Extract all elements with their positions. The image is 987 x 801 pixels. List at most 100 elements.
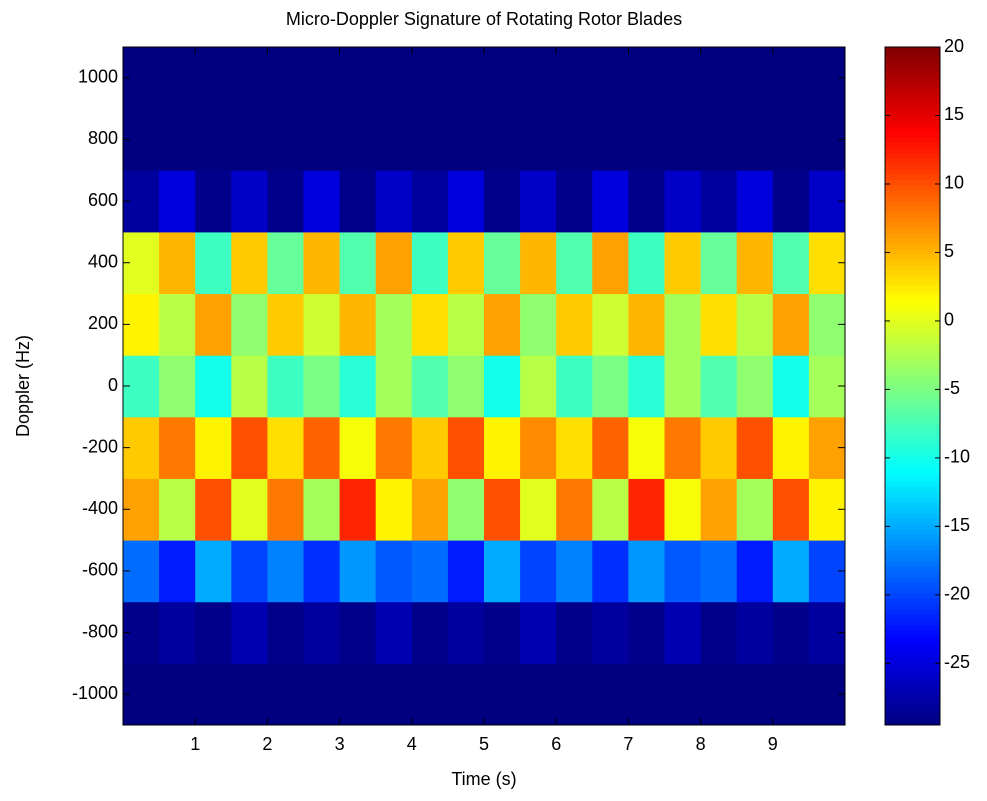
x-axis-label: Time (s) — [451, 769, 516, 789]
heatmap-cell — [447, 416, 485, 479]
heatmap-cell — [195, 478, 232, 541]
colorbar-swatch — [885, 290, 940, 297]
colorbar-swatch — [885, 237, 940, 244]
colorbar-swatch — [885, 502, 940, 509]
colorbar-swatch — [885, 608, 940, 615]
colorbar-swatch — [885, 62, 940, 69]
heatmap-cell — [556, 47, 593, 110]
colorbar-swatch — [885, 163, 940, 170]
heatmap-cell — [375, 663, 413, 726]
heatmap-cell — [592, 108, 629, 171]
colorbar-swatch — [885, 703, 940, 710]
heatmap-cell — [411, 540, 449, 603]
heatmap-cell — [664, 170, 702, 233]
heatmap-cell — [375, 416, 413, 479]
colorbar-swatch — [885, 110, 940, 117]
colorbar-swatch — [885, 242, 940, 249]
heatmap-cell — [159, 540, 196, 603]
heatmap-cell — [231, 478, 268, 541]
heatmap-cell — [592, 231, 629, 295]
heatmap-cell — [231, 416, 268, 479]
heatmap-cell — [195, 540, 232, 603]
heatmap-cell — [159, 108, 196, 171]
colorbar-swatch — [885, 152, 940, 159]
heatmap-cell — [664, 601, 702, 664]
heatmap-cell — [700, 355, 738, 418]
heatmap-cell — [267, 478, 304, 541]
heatmap-cell — [484, 108, 521, 171]
colorbar-swatch — [885, 380, 940, 387]
colorbar-swatch — [885, 375, 940, 382]
heatmap-cell — [267, 663, 304, 726]
heatmap-cell — [411, 47, 449, 110]
heatmap-cell — [375, 170, 413, 233]
colorbar-swatch — [885, 444, 940, 451]
heatmap-cell — [772, 108, 810, 171]
heatmap-cell — [736, 47, 774, 110]
heatmap-cell — [772, 47, 810, 110]
heatmap-cell — [447, 355, 485, 418]
y-tick-label: -200 — [82, 436, 118, 456]
colorbar-swatch — [885, 470, 940, 477]
heatmap-cell — [520, 293, 557, 356]
heatmap-cell — [772, 416, 810, 479]
colorbar-swatch — [885, 634, 940, 641]
colorbar-swatch — [885, 348, 940, 355]
colorbar-swatch — [885, 423, 940, 429]
heatmap-cell — [411, 601, 449, 664]
heatmap-cell — [267, 231, 304, 295]
heatmap-cell — [736, 231, 774, 295]
heatmap-cell — [772, 293, 810, 356]
heatmap-cell — [267, 416, 304, 479]
heatmap-cell — [556, 293, 593, 356]
heatmap-cell — [411, 355, 449, 418]
heatmap-cell — [664, 540, 702, 603]
y-tick-label: -800 — [82, 621, 118, 641]
colorbar-swatch — [885, 645, 940, 652]
heatmap-cell — [375, 601, 413, 664]
y-tick-label: 800 — [88, 128, 118, 148]
colorbar-tick-label: -10 — [944, 447, 970, 467]
colorbar-swatch — [885, 449, 940, 456]
heatmap-cell — [700, 540, 738, 603]
heatmap-cell — [736, 663, 774, 726]
heatmap-cell — [484, 170, 521, 233]
heatmap-cell — [592, 416, 629, 479]
colorbar-swatch — [885, 248, 940, 255]
colorbar-swatch — [885, 433, 940, 440]
heatmap-cell — [736, 478, 774, 541]
colorbar-swatch — [885, 491, 940, 498]
heatmap-cell — [411, 478, 449, 541]
colorbar-swatch — [885, 529, 940, 535]
heatmap-cell — [339, 663, 377, 726]
colorbar-swatch — [885, 354, 940, 361]
colorbar-swatch — [885, 78, 940, 85]
heatmap-cell — [411, 108, 449, 171]
colorbar-swatch — [885, 370, 940, 376]
heatmap-cell — [195, 416, 232, 479]
heatmap-cell — [628, 601, 665, 664]
heatmap-cell — [556, 355, 593, 418]
heatmap-cell — [664, 663, 702, 726]
heatmap-cell — [556, 478, 593, 541]
heatmap-cell — [411, 170, 449, 233]
heatmap-cell — [447, 231, 485, 295]
heatmap-cell — [231, 540, 268, 603]
colorbar-swatch — [885, 52, 940, 59]
y-axis-label: Doppler (Hz) — [13, 335, 33, 437]
heatmap-cell — [664, 478, 702, 541]
colorbar-swatch — [885, 227, 940, 233]
colorbar-swatch — [885, 105, 940, 112]
heatmap-cell — [195, 47, 232, 110]
colorbar-swatch — [885, 603, 940, 609]
colorbar-swatch — [885, 571, 940, 578]
colorbar-swatch — [885, 84, 940, 90]
heatmap-cell — [556, 540, 593, 603]
y-tick-label: -400 — [82, 498, 118, 518]
colorbar-swatch — [885, 68, 940, 74]
colorbar-swatch — [885, 264, 940, 270]
heatmap-cell — [195, 355, 232, 418]
heatmap-cell — [484, 355, 521, 418]
heatmap-cell — [267, 355, 304, 418]
